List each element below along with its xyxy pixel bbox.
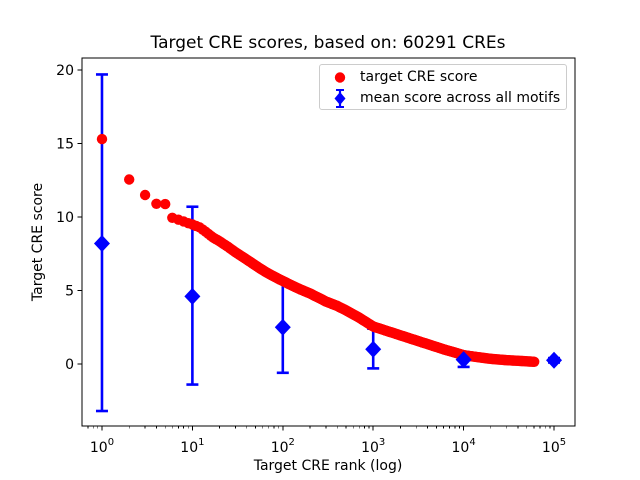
red-dot-marker-icon xyxy=(334,72,346,83)
svg-text:104: 104 xyxy=(452,437,476,456)
axes-spines xyxy=(81,57,576,427)
blue-diamond-errorbar-marker-icon xyxy=(334,89,346,108)
svg-text:102: 102 xyxy=(271,437,295,456)
target-score-scatter-series xyxy=(96,133,540,367)
svg-text:5: 5 xyxy=(65,283,74,299)
chart-title: Target CRE scores, based on: 60291 CREs xyxy=(150,33,506,53)
svg-text:105: 105 xyxy=(542,437,566,456)
legend: target CRE score mean score across all m… xyxy=(319,64,567,110)
x-axis-label: Target CRE rank (log) xyxy=(253,458,403,474)
svg-text:10: 10 xyxy=(56,210,74,226)
svg-text:15: 15 xyxy=(56,137,74,153)
svg-text:100: 100 xyxy=(90,437,114,456)
svg-text:0: 0 xyxy=(65,357,74,373)
x-minor-ticks xyxy=(87,426,551,429)
svg-text:103: 103 xyxy=(361,437,385,456)
y-axis-ticks-and-labels: 0 5 10 15 20 xyxy=(56,63,82,373)
mean-diamond-markers xyxy=(93,234,563,369)
legend-entry-target: target CRE score xyxy=(320,67,566,88)
legend-entry-mean: mean score across all motifs xyxy=(320,88,566,109)
x-axis-ticks-and-labels: 100 101 102 103 104 105 xyxy=(90,426,566,456)
svg-text:20: 20 xyxy=(56,63,74,79)
y-axis-label: Target CRE score xyxy=(30,182,46,302)
legend-label-target: target CRE score xyxy=(360,69,478,85)
legend-label-mean: mean score across all motifs xyxy=(360,90,561,106)
svg-text:101: 101 xyxy=(180,437,204,456)
